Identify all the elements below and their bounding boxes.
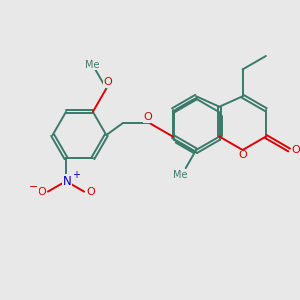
Text: O: O <box>86 187 95 196</box>
Text: Me: Me <box>173 170 188 180</box>
Text: N: N <box>63 175 72 188</box>
Text: +: + <box>72 170 80 180</box>
Text: O: O <box>37 187 46 196</box>
Text: Me: Me <box>85 60 99 70</box>
Text: O: O <box>238 150 247 161</box>
Text: O: O <box>291 145 300 155</box>
Text: O: O <box>144 112 152 122</box>
Text: O: O <box>103 77 112 87</box>
Text: −: − <box>29 182 38 192</box>
